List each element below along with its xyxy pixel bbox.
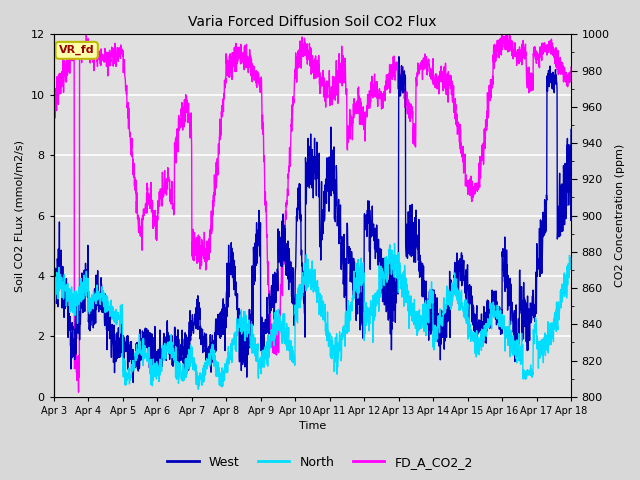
Text: VR_fd: VR_fd xyxy=(59,45,95,56)
X-axis label: Time: Time xyxy=(299,421,326,432)
Y-axis label: CO2 Concentration (ppm): CO2 Concentration (ppm) xyxy=(615,144,625,287)
Legend: West, North, FD_A_CO2_2: West, North, FD_A_CO2_2 xyxy=(163,451,477,474)
Title: Varia Forced Diffusion Soil CO2 Flux: Varia Forced Diffusion Soil CO2 Flux xyxy=(188,15,436,29)
Y-axis label: Soil CO2 FLux (mmol/m2/s): Soil CO2 FLux (mmol/m2/s) xyxy=(15,140,25,291)
